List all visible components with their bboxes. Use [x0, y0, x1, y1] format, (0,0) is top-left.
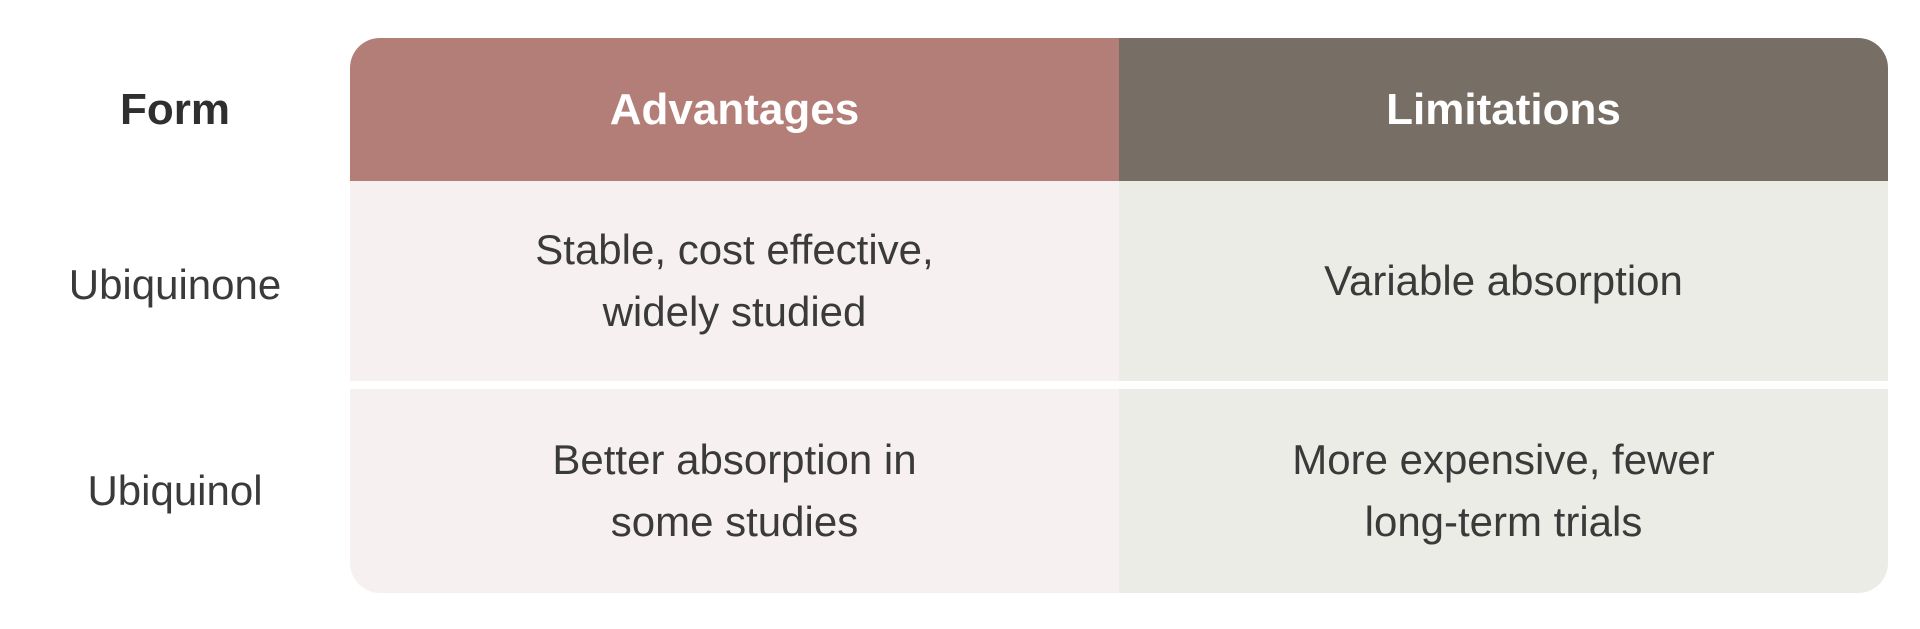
cell-ubiquinone-advantages: Stable, cost effective, widely studied: [350, 181, 1119, 389]
row-label-ubiquinone: Ubiquinone: [68, 261, 282, 308]
column-header-form: Form: [120, 84, 230, 134]
cell-ubiquinol-advantages: Better absorption in some studies: [350, 389, 1119, 593]
row-label-ubiquinol: Ubiquinol: [87, 467, 263, 514]
coq10-forms-table: Form Advantages Limitations Ubiquinone S…: [0, 38, 1888, 593]
column-header-limitations: Limitations: [1119, 38, 1888, 181]
cell-ubiquinol-limitations: More expensive, fewer long-term trials: [1119, 389, 1888, 593]
column-header-advantages: Advantages: [350, 38, 1119, 181]
cell-ubiquinone-limitations: Variable absorption: [1119, 181, 1888, 389]
